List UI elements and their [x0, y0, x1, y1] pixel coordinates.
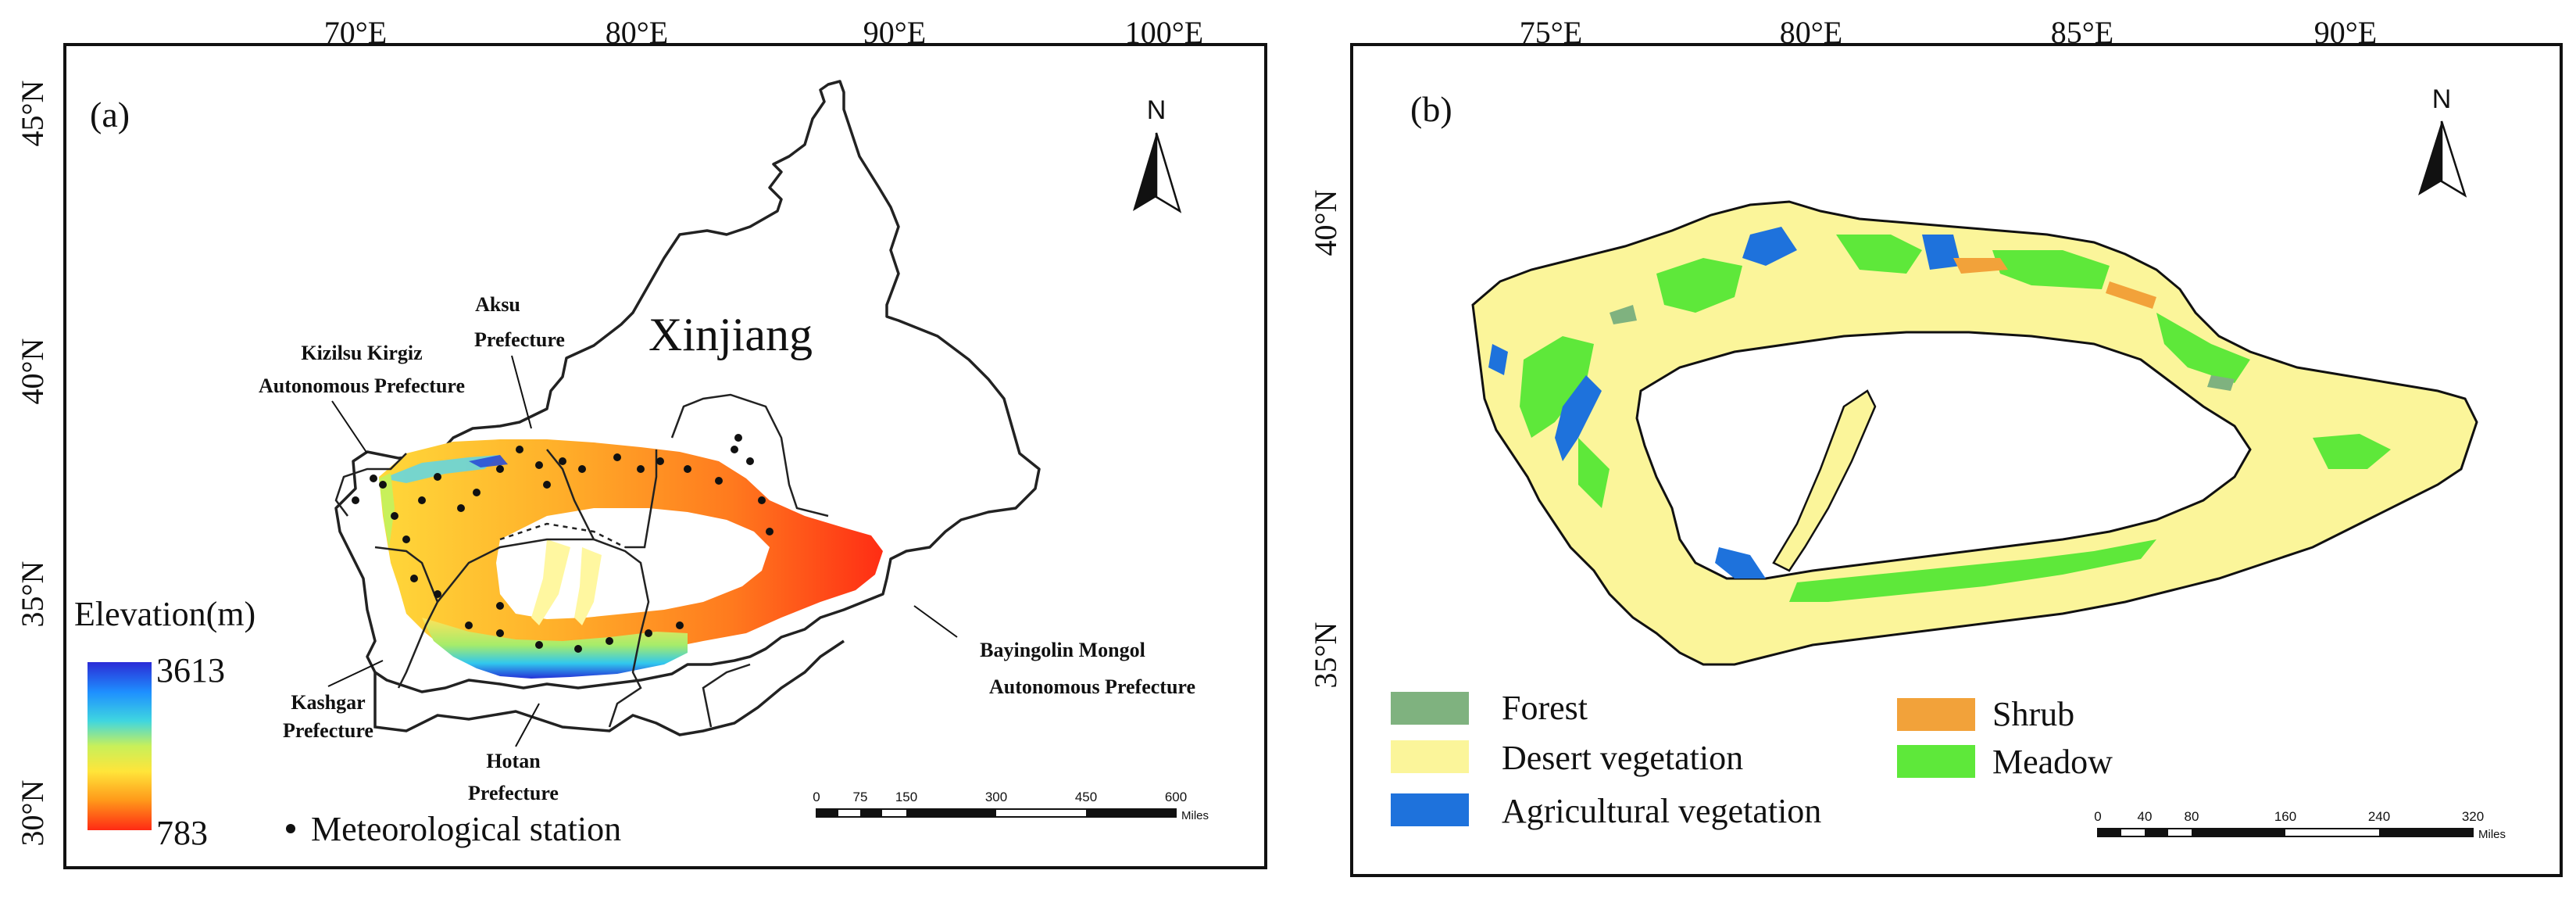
station-markers: [352, 434, 774, 653]
scale-tick: 0: [2094, 809, 2101, 824]
legend-swatch-agricultural: [1391, 793, 1469, 826]
scale-tick: 0: [813, 790, 820, 804]
prefecture-label-kizilsu: Autonomous Prefecture: [259, 374, 465, 397]
lat-tick: 40°N: [1308, 190, 1343, 256]
prefecture-label-kashgar: Prefecture: [283, 719, 373, 742]
southern-mountain-band: [422, 618, 688, 679]
elevation-max: 3613: [156, 651, 225, 689]
vegetation-meadow-patches: [1520, 235, 2391, 602]
landcover-legend: Forest Desert vegetation Agricultural ve…: [1391, 689, 2113, 830]
prefecture-label-bayingolin: Autonomous Prefecture: [989, 675, 1195, 698]
northern-mountain-band: [469, 455, 508, 467]
panel-label-b: (b): [1410, 89, 1452, 129]
elevation-colorbar: [88, 662, 152, 830]
vegetation-shrub-patches: [1953, 258, 2156, 309]
vegetation-desert-region: [1471, 200, 2478, 666]
lat-tick: 40°N: [15, 338, 50, 405]
scale-unit: Miles: [2478, 828, 2506, 841]
prefecture-label-aksu: Prefecture: [474, 328, 565, 351]
north-arrow-b: N: [2418, 84, 2467, 198]
scale-tick: 320: [2462, 809, 2484, 824]
lat-tick: 35°N: [1308, 622, 1343, 689]
river: [531, 539, 570, 625]
taklimakan-desert: [496, 508, 770, 619]
prefecture-label-bayingolin: Bayingolin Mongol: [980, 639, 1145, 661]
leader-line: [331, 400, 368, 454]
leader-line: [511, 355, 532, 429]
north-arrow-a: N: [1133, 95, 1182, 213]
scale-tick: 150: [895, 790, 917, 804]
leader-line: [913, 605, 958, 638]
leader-line: [515, 703, 540, 747]
elevation-legend-title: Elevation(m): [74, 595, 255, 633]
legend-label-agricultural: Agricultural vegetation: [1502, 792, 1821, 830]
scale-tick: 240: [2368, 809, 2390, 824]
legend-swatch-meadow: [1897, 745, 1975, 778]
lat-tick: 35°N: [15, 561, 50, 628]
scale-tick: 160: [2274, 809, 2296, 824]
legend-swatch-shrub: [1897, 698, 1975, 731]
prefecture-label-hotan: Prefecture: [468, 782, 559, 804]
legend-swatch-forest: [1391, 692, 1469, 725]
scale-bar-b: 0 40 80 160 240 320 Miles: [2094, 809, 2506, 841]
scale-unit: Miles: [1181, 809, 1209, 822]
legend-label-desert: Desert vegetation: [1502, 739, 1743, 777]
prefecture-label-kashgar: Kashgar: [291, 691, 365, 714]
prefecture-borders: [334, 393, 829, 728]
north-letter: N: [1147, 95, 1167, 125]
station-legend-symbol: [286, 824, 295, 833]
xinjiang-outline: [334, 80, 1041, 693]
scale-bar-a: 0 75 150 300 450 600 Miles: [813, 790, 1209, 822]
legend-label-shrub: Shrub: [1992, 695, 2074, 733]
western-mountain-band: [379, 473, 395, 547]
vegetation-forest-patches: [1610, 305, 2235, 391]
legend-swatch-desert: [1391, 740, 1469, 773]
scale-tick: 300: [985, 790, 1007, 804]
panel-a: 70°E 80°E 90°E 100°E 45°N 40°N 35°N 30°N…: [15, 15, 1267, 869]
prefecture-label-kizilsu: Kizilsu Kirgiz: [301, 342, 422, 364]
leader-line: [327, 660, 384, 687]
panel-label-a: (a): [90, 95, 130, 134]
lat-tick: 30°N: [15, 780, 50, 847]
scale-tick: 40: [2138, 809, 2153, 824]
vegetation-agricultural-patches: [1488, 227, 1961, 578]
vegetation-desert-region: [1772, 389, 1877, 572]
north-letter: N: [2432, 84, 2452, 114]
scale-tick: 75: [853, 790, 868, 804]
scale-tick: 80: [2185, 809, 2199, 824]
legend-label-forest: Forest: [1502, 689, 1588, 727]
scale-tick: 450: [1075, 790, 1097, 804]
prefecture-label-aksu: Aksu: [475, 293, 520, 316]
lat-tick: 45°N: [15, 81, 50, 147]
southern-border: [373, 639, 845, 736]
river: [574, 547, 602, 625]
elevation-min: 783: [156, 814, 208, 852]
scale-tick: 600: [1165, 790, 1187, 804]
station-legend-label: Meteorological station: [311, 810, 621, 848]
prefecture-label-hotan: Hotan: [486, 750, 541, 772]
region-title: Xinjiang: [648, 309, 813, 360]
panel-b: 75°E 80°E 85°E 90°E 40°N 35°N (b): [1308, 15, 2563, 877]
legend-label-meadow: Meadow: [1992, 743, 2113, 781]
